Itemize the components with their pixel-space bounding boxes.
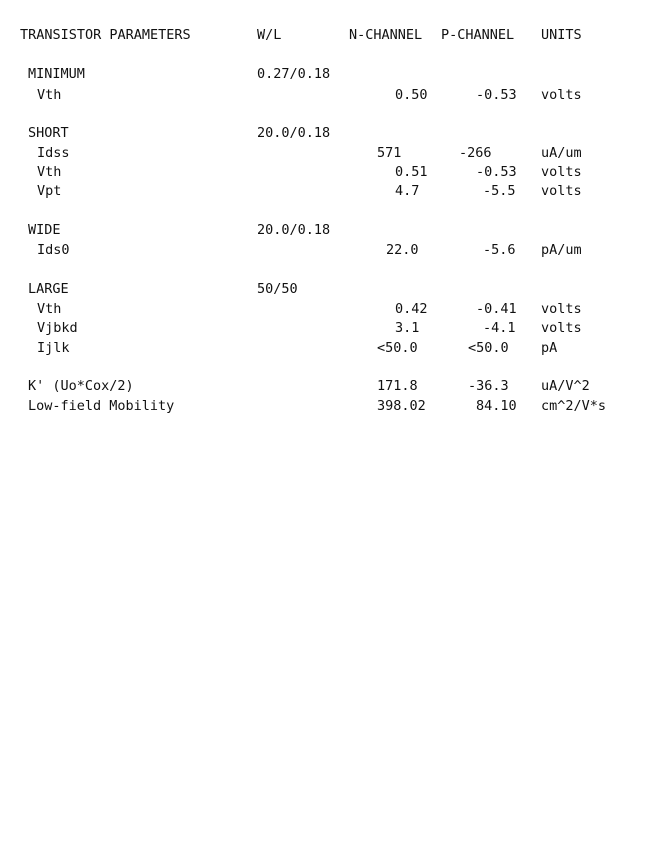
param-name: Ijlk bbox=[37, 340, 70, 356]
section-wl-large: 50/50 bbox=[257, 281, 298, 297]
header-parameters: TRANSISTOR PARAMETERS bbox=[20, 27, 191, 43]
param-name: Idss bbox=[37, 145, 70, 161]
section-title-short: SHORT bbox=[28, 125, 69, 141]
n-channel-value: 571 bbox=[377, 145, 402, 161]
header-p-channel: P-CHANNEL bbox=[441, 27, 515, 43]
p-channel-value: -0.41 bbox=[476, 301, 517, 317]
unit-value: pA bbox=[541, 340, 558, 356]
section-title-minimum: MINIMUM bbox=[28, 66, 85, 82]
p-channel-value: -0.53 bbox=[476, 87, 517, 103]
header-units: UNITS bbox=[541, 27, 582, 43]
p-channel-value: -5.6 bbox=[483, 242, 516, 258]
n-channel-value: 0.42 bbox=[395, 301, 428, 317]
header-n-channel: N-CHANNEL bbox=[349, 27, 423, 43]
unit-value: volts bbox=[541, 164, 582, 180]
section-wl-wide: 20.0/0.18 bbox=[257, 222, 331, 238]
n-channel-value: <50.0 bbox=[377, 340, 418, 356]
unit-value: pA/um bbox=[541, 242, 582, 258]
unit-value: volts bbox=[541, 87, 582, 103]
unit-value: cm^2/V*s bbox=[541, 398, 607, 414]
p-channel-value: -36.3 bbox=[468, 378, 509, 394]
section-title-large: LARGE bbox=[28, 281, 69, 297]
n-channel-value: 398.02 bbox=[377, 398, 426, 414]
unit-value: volts bbox=[541, 301, 582, 317]
unit-value: volts bbox=[541, 320, 582, 336]
section-wl-short: 20.0/0.18 bbox=[257, 125, 331, 141]
p-channel-value: 84.10 bbox=[476, 398, 517, 414]
n-channel-value: 0.50 bbox=[395, 87, 428, 103]
kprime-label: K' (Uo*Cox/2) bbox=[28, 378, 134, 394]
p-channel-value: <50.0 bbox=[468, 340, 509, 356]
header-wl: W/L bbox=[257, 27, 282, 43]
unit-value: volts bbox=[541, 183, 582, 199]
param-name: Vpt bbox=[37, 183, 62, 199]
param-name: Ids0 bbox=[37, 242, 70, 258]
mobility-label: Low-field Mobility bbox=[28, 398, 175, 414]
n-channel-value: 0.51 bbox=[395, 164, 428, 180]
n-channel-value: 171.8 bbox=[377, 378, 418, 394]
p-channel-value: -5.5 bbox=[483, 183, 516, 199]
unit-value: uA/um bbox=[541, 145, 582, 161]
p-channel-value: -4.1 bbox=[483, 320, 516, 336]
unit-value: uA/V^2 bbox=[541, 378, 590, 394]
section-wl-minimum: 0.27/0.18 bbox=[257, 66, 331, 82]
section-title-wide: WIDE bbox=[28, 222, 61, 238]
param-name: Vth bbox=[37, 301, 62, 317]
p-channel-value: -0.53 bbox=[476, 164, 517, 180]
transistor-parameters-table: TRANSISTOR PARAMETERS W/L N-CHANNEL P-CH… bbox=[20, 27, 607, 414]
param-name: Vth bbox=[37, 164, 62, 180]
param-name: Vjbkd bbox=[37, 320, 78, 336]
n-channel-value: 4.7 bbox=[395, 183, 420, 199]
n-channel-value: 22.0 bbox=[386, 242, 419, 258]
param-name: Vth bbox=[37, 87, 62, 103]
n-channel-value: 3.1 bbox=[395, 320, 420, 336]
p-channel-value: -266 bbox=[459, 145, 492, 161]
